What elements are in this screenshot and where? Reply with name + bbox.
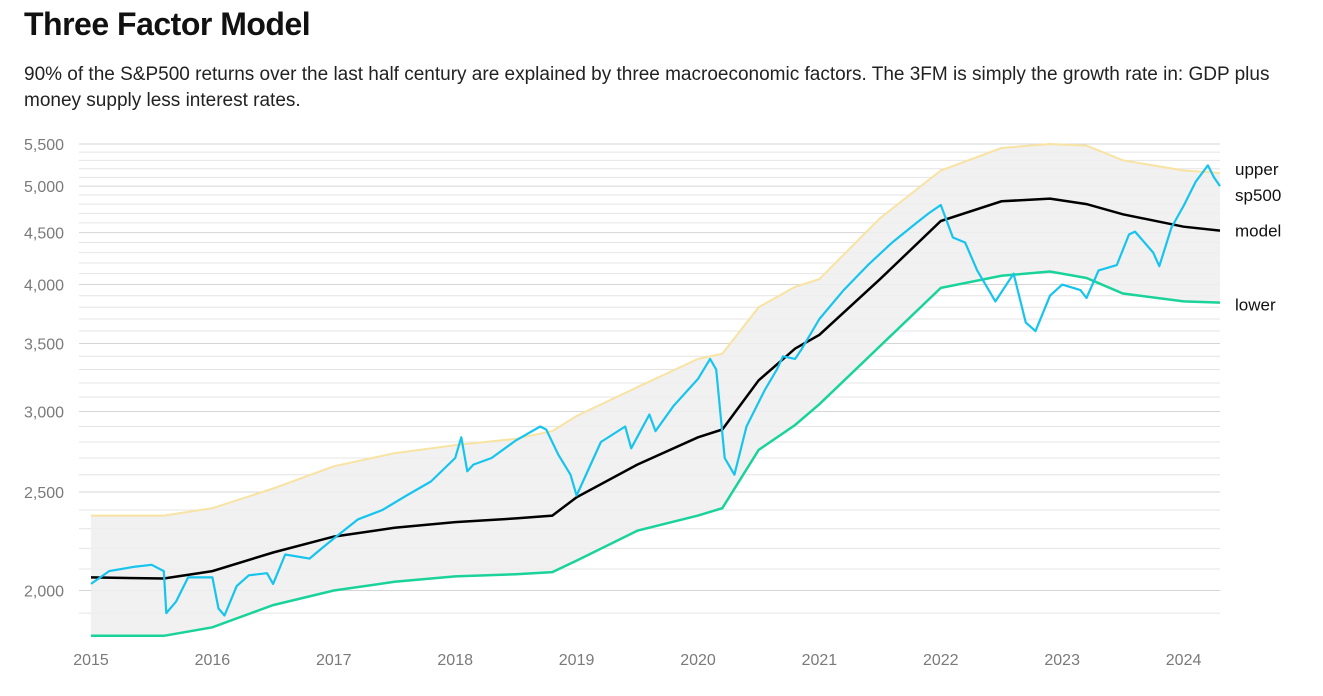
- x-tick-label: 2020: [680, 652, 716, 669]
- x-axis-ticks: 2015 2016 2017 2018 2019 2020 2021 2022 2023 2024: [73, 652, 1201, 669]
- series-lower-line: [91, 270, 1221, 638]
- series-model-line: [90, 197, 1221, 580]
- series-label-upper: upper: [1235, 160, 1279, 179]
- chart-title: Three Factor Model: [24, 6, 311, 42]
- series-label-sp500: sp500: [1235, 186, 1281, 205]
- series-label-lower: lower: [1235, 296, 1276, 315]
- x-tick-label: 2024: [1166, 652, 1202, 669]
- series-sp500-line: [90, 164, 1221, 617]
- chart-subtitle: 90% of the S&P500 returns over the last …: [24, 64, 1270, 111]
- y-tick-label: 5,000: [24, 179, 64, 196]
- y-tick-label: 4,000: [24, 278, 64, 295]
- y-tick-label: 5,500: [24, 137, 64, 154]
- x-tick-label: 2017: [316, 652, 352, 669]
- x-tick-label: 2019: [559, 652, 595, 669]
- y-tick-label: 2,000: [24, 583, 64, 600]
- x-tick-label: 2022: [923, 652, 959, 669]
- y-axis-ticks: 2,000 2,500 3,000 3,500 4,000 4,500 5,000 5,500: [24, 137, 64, 601]
- x-tick-label: 2023: [1044, 652, 1080, 669]
- range-band: [91, 144, 1220, 636]
- x-tick-label: 2021: [802, 652, 838, 669]
- series-upper-line: [91, 142, 1221, 517]
- x-tick-label: 2015: [73, 652, 109, 669]
- x-tick-label: 2018: [437, 652, 473, 669]
- y-tick-label: 2,500: [24, 485, 64, 502]
- y-tick-label: 3,000: [24, 405, 64, 422]
- x-tick-label: 2016: [195, 652, 231, 669]
- y-tick-label: 3,500: [24, 336, 64, 353]
- series-label-model: model: [1235, 222, 1281, 241]
- y-tick-label: 4,500: [24, 226, 64, 243]
